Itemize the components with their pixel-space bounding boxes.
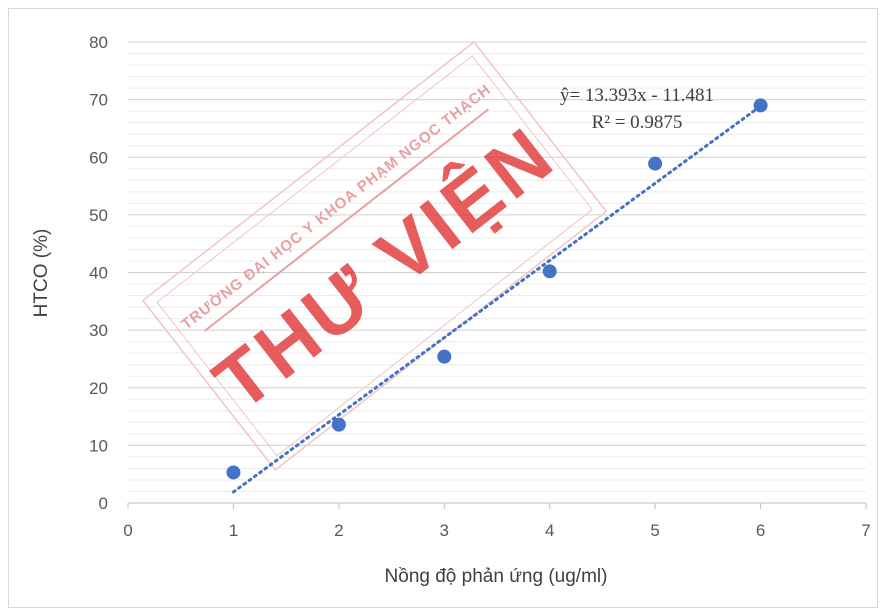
watermark-border-inner xyxy=(156,55,593,457)
x-tick-label: 7 xyxy=(861,521,870,540)
data-point xyxy=(648,156,663,171)
trendline-equation: ŷ= 13.393x - 11.481 xyxy=(560,85,714,106)
trendline xyxy=(231,104,763,494)
y-tick-label: 80 xyxy=(89,33,108,52)
y-tick-label: 50 xyxy=(89,206,108,225)
data-point xyxy=(753,98,768,113)
x-tick-label: 6 xyxy=(756,521,765,540)
x-tick-label: 2 xyxy=(334,521,343,540)
trendline-r-squared: R² = 0.9875 xyxy=(592,112,683,133)
y-tick-label: 40 xyxy=(89,264,108,283)
y-axis-title: HTCO (%) xyxy=(31,229,52,318)
x-axis-title: Nồng độ phản ứng (ug/ml) xyxy=(385,566,608,587)
x-tick-label: 4 xyxy=(545,521,554,540)
watermark-stamp: TRƯỜNG ĐẠI HỌC Y KHOA PHẠM NGỌC THẠCH TH… xyxy=(141,40,608,471)
y-tick-label: 60 xyxy=(89,148,108,167)
x-tick-label: 1 xyxy=(229,521,238,540)
data-points xyxy=(226,98,768,480)
watermark-underline xyxy=(204,108,490,332)
y-tick-labels: 0 10 20 30 40 50 60 70 80 xyxy=(89,33,108,513)
y-tick-label: 20 xyxy=(89,379,108,398)
data-point xyxy=(542,264,557,279)
data-point xyxy=(226,465,241,480)
y-tick-label: 10 xyxy=(89,436,108,455)
x-tick-label: 5 xyxy=(650,521,659,540)
axes xyxy=(127,502,867,509)
x-tick-labels: 0 1 2 3 4 5 6 7 xyxy=(123,521,870,540)
y-tick-label: 30 xyxy=(89,321,108,340)
data-point xyxy=(331,417,346,432)
y-tick-label: 70 xyxy=(89,91,108,110)
chart-frame xyxy=(8,8,878,608)
x-tick-label: 0 xyxy=(123,521,132,540)
data-point xyxy=(437,349,452,364)
y-tick-label: 0 xyxy=(99,494,108,513)
x-tick-label: 3 xyxy=(440,521,449,540)
